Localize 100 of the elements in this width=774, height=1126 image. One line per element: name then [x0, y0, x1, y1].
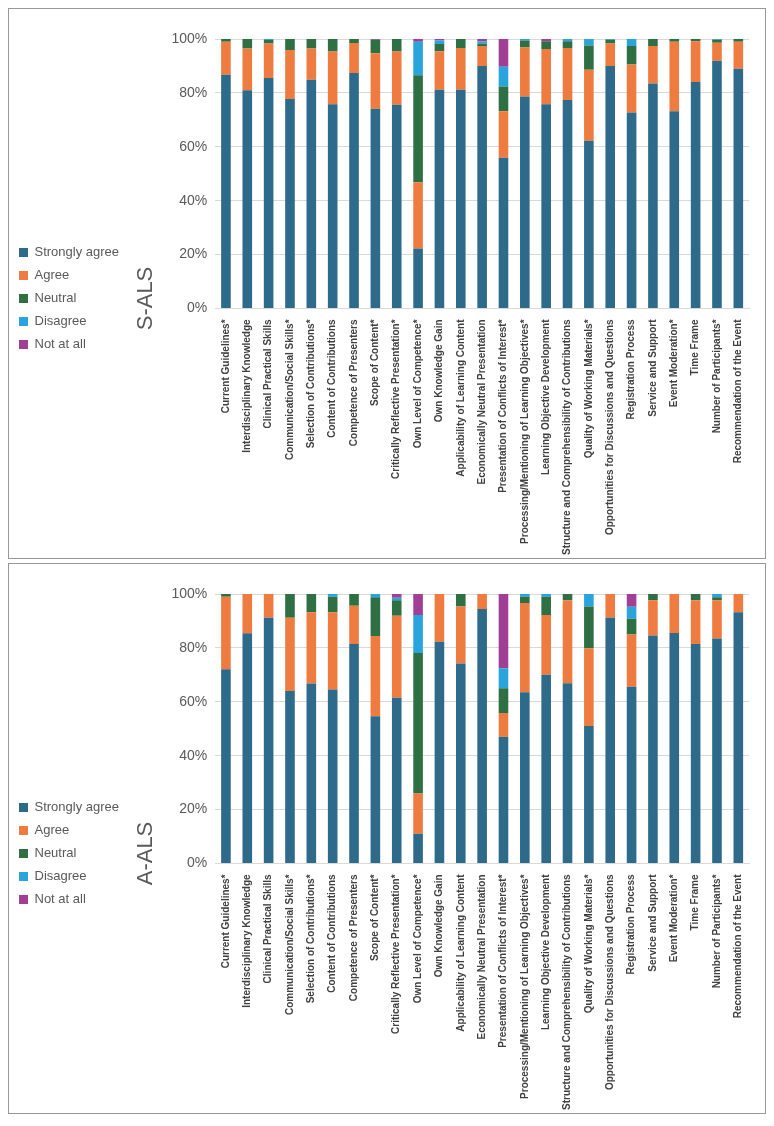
y-tick-label: 80% — [179, 83, 208, 100]
y-tick-label: 80% — [179, 638, 208, 655]
bar — [562, 47, 573, 100]
bar — [349, 594, 359, 606]
bar — [626, 618, 637, 635]
bar — [541, 674, 551, 863]
bar — [434, 641, 445, 863]
bar — [541, 41, 551, 49]
legend-label: Neutral — [34, 290, 77, 306]
bar — [285, 617, 295, 691]
x-tick-label: Event Moderation* — [668, 874, 680, 963]
y-tick-label: 60% — [179, 692, 208, 709]
bar — [413, 39, 423, 42]
bar — [455, 39, 466, 48]
bar — [712, 600, 722, 639]
bar — [669, 111, 680, 308]
bar — [370, 636, 381, 717]
bar — [690, 644, 701, 863]
bar — [498, 157, 509, 308]
bar — [306, 79, 317, 308]
bar — [221, 669, 231, 863]
x-tick-label: Communication/Social Skills* — [283, 874, 295, 1016]
bar — [498, 668, 509, 689]
bar — [669, 633, 680, 863]
text: S-ALS — [132, 266, 158, 331]
y-tick-label: 60% — [179, 137, 208, 154]
x-tick-label: Presentation of Conflicts of Interest* — [497, 874, 509, 1048]
bar — [413, 833, 423, 863]
bar — [541, 615, 551, 675]
x-tick-label: Number of Participants* — [710, 874, 722, 989]
bar — [498, 713, 509, 737]
legend-label: Not at all — [34, 336, 86, 352]
y-tick-label: 40% — [179, 191, 208, 208]
bar — [541, 48, 551, 105]
bar — [690, 600, 701, 645]
bar — [605, 594, 616, 618]
bar — [648, 39, 658, 47]
legend-label: Agree — [34, 267, 70, 283]
bar — [306, 612, 317, 684]
bar — [520, 96, 530, 308]
bar — [733, 39, 744, 42]
x-tick-label: Interdisciplinary Knowledge — [241, 874, 253, 1008]
bar — [562, 683, 573, 863]
bar — [327, 51, 338, 105]
bar — [391, 697, 402, 863]
bar — [584, 140, 594, 308]
bar — [306, 683, 317, 863]
legend-label: Strongly agree — [34, 244, 120, 260]
x-tick-label: Content of Contributions — [326, 874, 338, 993]
x-tick-label: Clinical Practical Skills — [262, 874, 274, 984]
x-tick-label: Service and Support — [646, 318, 658, 417]
bar — [327, 594, 338, 597]
x-tick-label: Scope of Content* — [369, 874, 381, 962]
bar — [263, 78, 274, 308]
x-tick-label: Recommendation of the Event — [732, 318, 744, 464]
x-tick-label: Scope of Content* — [369, 319, 381, 407]
bar — [541, 39, 551, 42]
bar — [520, 47, 530, 97]
bar — [413, 75, 423, 183]
bar — [477, 46, 487, 66]
bar — [520, 692, 530, 863]
x-tick-label: Own Knowledge Gain — [433, 874, 445, 978]
bar — [413, 594, 423, 616]
x-tick-label: Selection of Contributions* — [305, 874, 317, 1004]
bar — [263, 617, 274, 863]
legend-label: Agree — [34, 822, 70, 838]
bar — [434, 44, 445, 52]
x-tick-label: Opportunities for Discussions and Questions — [603, 874, 615, 1091]
bar — [413, 41, 423, 76]
bar — [669, 41, 680, 112]
x-tick-label: Critically Reflective Presentation* — [390, 874, 402, 1034]
bar — [584, 726, 594, 863]
bar — [242, 594, 253, 634]
bar — [370, 39, 381, 54]
bar — [391, 600, 402, 616]
bar — [669, 594, 680, 634]
x-tick-label: Selection of Contributions* — [305, 319, 317, 449]
bar — [584, 594, 594, 607]
x-tick-label: Own Level of Competence* — [411, 874, 423, 1004]
bar — [306, 594, 317, 613]
bar — [327, 596, 338, 613]
x-tick-label: Applicability of Learning Content — [454, 318, 466, 477]
y-tick-label: 100% — [171, 584, 208, 601]
bar — [285, 594, 295, 618]
legend-label: Strongly agree — [34, 799, 120, 815]
bar — [733, 594, 744, 613]
bar — [242, 633, 253, 863]
bar — [413, 182, 423, 249]
bar — [498, 39, 509, 67]
bar — [520, 596, 530, 603]
bar — [562, 594, 573, 601]
x-tick-label: Competence of Presenters — [347, 319, 359, 447]
bar — [434, 594, 445, 642]
bar — [648, 635, 658, 863]
x-tick-label: Quality of Working Materials* — [582, 319, 594, 459]
y-tick-label: 20% — [179, 800, 208, 817]
y-tick-label: 20% — [179, 245, 208, 262]
bar — [413, 248, 423, 308]
bar — [562, 600, 573, 684]
bar — [285, 691, 295, 863]
